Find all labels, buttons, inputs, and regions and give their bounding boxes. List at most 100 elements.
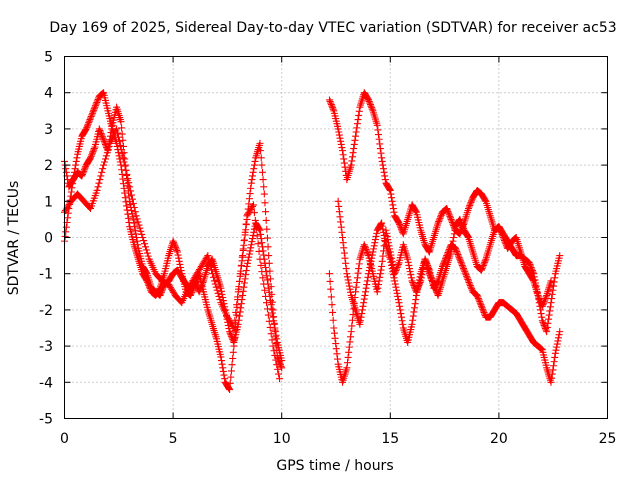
data-point [547,378,555,386]
data-point [413,288,421,296]
data-point [251,157,259,165]
data-point [87,152,95,160]
data-point [127,187,135,195]
data-point [354,269,362,277]
data-point [371,236,379,244]
data-point [555,331,563,339]
data-point [238,253,246,261]
data-point [365,267,373,275]
data-point [177,263,185,271]
data-point [256,139,264,147]
data-point [265,259,273,267]
data-point [404,258,412,266]
data-point [411,304,419,312]
data-point [343,270,351,278]
data-point [343,359,351,367]
data-point [378,219,386,227]
data-point [496,226,504,234]
data-point [104,146,112,154]
data-point [545,311,553,319]
data-point [461,268,469,276]
data-point [340,249,348,257]
data-point [119,136,127,144]
data-point [90,105,98,113]
data-point [548,295,556,303]
data-point [264,243,272,251]
data-point [250,165,258,173]
data-point [338,144,346,152]
data-point [88,111,96,119]
data-point [270,319,278,327]
data-point [499,232,507,240]
data-point [416,273,424,281]
data-point [352,132,360,140]
axis-ticks: 0 5 10 15 20 25 -5 -4 -3 -2 -1 0 1 2 3 4 5 [39,50,616,448]
data-point [93,97,101,105]
data-point [388,197,396,205]
data-point [448,244,456,252]
data-point [186,291,194,299]
data-point [266,323,274,331]
data-point [242,220,250,228]
data-point [348,153,356,161]
data-point [463,272,471,280]
data-point [207,262,215,270]
data-point [377,149,385,157]
data-point [464,205,472,213]
data-point [244,259,252,267]
data-point [270,347,278,355]
data-point [267,330,275,338]
y-tick-label: 3 [44,122,53,138]
data-point [170,239,178,247]
data-point [96,126,104,134]
data-point [89,148,97,156]
data-point [404,255,412,263]
data-point [495,223,503,231]
data-point [467,198,475,206]
data-point [135,221,143,229]
data-point [250,228,258,236]
data-point [331,334,339,342]
data-point [479,307,487,315]
data-point [233,301,241,309]
data-point [204,252,212,260]
data-point [89,108,97,116]
data-point [139,234,147,241]
data-point [118,130,126,138]
data-point [396,302,404,310]
data-point [354,116,362,124]
data-point [215,292,223,300]
data-point [249,201,257,209]
data-point [144,280,152,288]
data-point [249,168,257,176]
data-point [339,147,347,155]
data-point [129,216,137,224]
data-point [170,240,178,248]
data-point [72,161,80,169]
data-point [391,277,399,285]
data-point [467,283,475,291]
data-point [210,277,218,285]
data-point [443,205,451,213]
data-point [242,271,250,279]
data-point [390,208,398,216]
data-point [345,343,353,351]
data-point [130,204,138,212]
data-point [534,291,542,299]
x-tick-label: 20 [490,431,508,447]
data-point [386,185,394,193]
data-point [263,272,271,280]
data-point [546,307,554,315]
data-point [460,266,468,274]
data-point [189,285,197,293]
data-point [437,213,445,221]
data-point [275,370,283,378]
data-point [105,142,113,150]
data-point [206,259,214,267]
data-point [409,278,417,286]
data-point [330,324,338,332]
data-point [255,225,263,233]
data-point [326,277,334,285]
data-point [218,357,226,365]
